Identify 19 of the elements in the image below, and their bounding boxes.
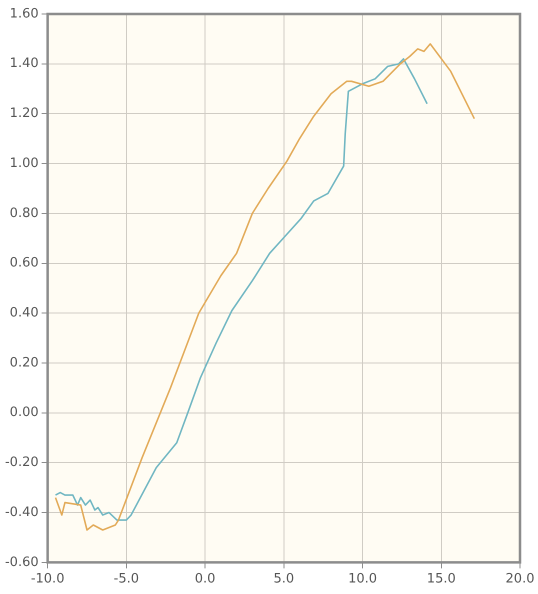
x-tick-label: 10.0 — [348, 572, 378, 587]
x-tick-label: 15.0 — [426, 572, 456, 587]
y-tick-label: -0.20 — [4, 455, 39, 470]
y-tick-label: 0.60 — [10, 256, 39, 271]
x-tick-label: 5.0 — [273, 572, 294, 587]
x-tick-label: -5.0 — [114, 572, 140, 587]
y-tick-label: 1.00 — [10, 156, 39, 171]
y-tick-label: 0.20 — [10, 355, 39, 370]
x-tick-label: -10.0 — [30, 572, 64, 587]
y-tick-label: 0.00 — [10, 405, 39, 420]
y-tick-label: -0.60 — [4, 554, 39, 570]
y-tick-label: -0.40 — [4, 504, 39, 520]
x-tick-label: 0.0 — [194, 572, 216, 587]
y-tick-label: 1.40 — [10, 56, 39, 72]
y-tick-label: 1.20 — [10, 106, 39, 122]
y-tick-label: 0.80 — [10, 206, 39, 221]
y-tick-label: 0.40 — [10, 306, 39, 320]
y-tick-label: 1.60 — [10, 6, 39, 22]
x-tick-label: 20.0 — [506, 572, 534, 587]
